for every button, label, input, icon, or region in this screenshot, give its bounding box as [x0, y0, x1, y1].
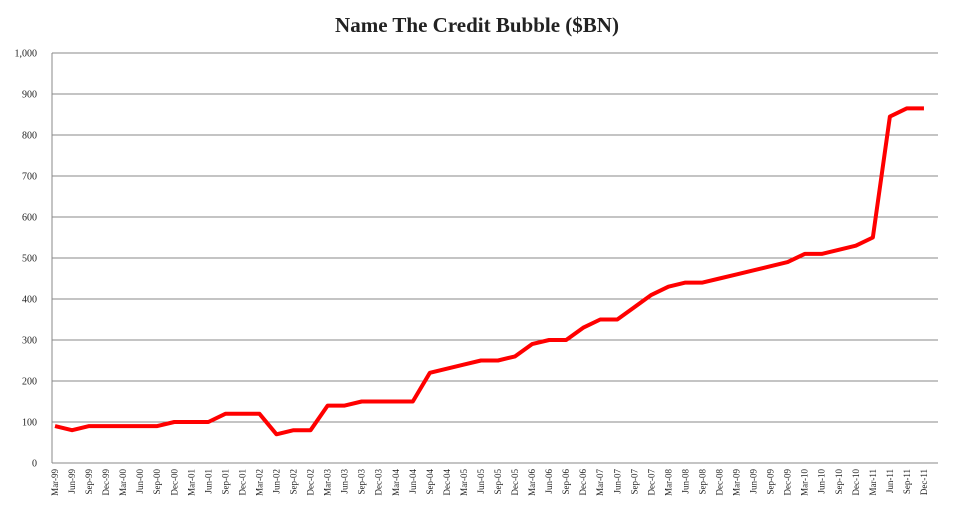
x-tick-label: Mar-06	[527, 469, 537, 496]
x-tick-label: Jun-05	[476, 469, 486, 494]
x-tick-label: Jun-11	[885, 469, 895, 493]
x-tick-label: Mar-11	[868, 469, 878, 495]
x-tick-label: Jun-09	[749, 469, 759, 494]
x-tick-label: Sep-06	[561, 469, 571, 495]
x-tick-label: Dec-11	[919, 469, 929, 495]
line-series	[54, 106, 924, 437]
y-tick-label: 500	[22, 254, 37, 265]
x-tick-label: Dec-09	[783, 469, 793, 496]
x-tick-label: Sep-02	[289, 469, 299, 495]
x-tick-label: Mar-00	[118, 469, 128, 496]
x-tick-label: Dec-10	[851, 469, 861, 496]
x-tick-label: Dec-00	[169, 469, 179, 496]
y-tick-label: 700	[22, 172, 37, 183]
x-tick-label: Sep-07	[629, 469, 639, 495]
x-tick-label: Dec-05	[510, 469, 520, 496]
y-tick-label: 100	[22, 418, 37, 429]
x-tick-label: Jun-03	[340, 469, 350, 494]
x-tick-label: Sep-11	[902, 469, 912, 494]
x-tick-label: Jun-10	[817, 469, 827, 494]
x-tick-label: Sep-00	[152, 469, 162, 495]
y-tick-label: 200	[22, 377, 37, 388]
x-tick-label: Jun-01	[203, 469, 213, 494]
x-tick-label: Mar-08	[663, 469, 673, 496]
y-tick-label: 0	[32, 459, 37, 470]
y-tick-label: 300	[22, 336, 37, 347]
x-tick-label: Dec-07	[646, 469, 656, 496]
x-tick-label: Mar-03	[323, 469, 333, 496]
x-tick-label: Jun-02	[272, 469, 282, 494]
x-tick-label: Dec-02	[306, 469, 316, 496]
x-tick-label: Sep-09	[766, 469, 776, 495]
x-tick-label: Mar-07	[595, 469, 605, 496]
chart-title: Name The Credit Bubble ($BN)	[335, 13, 619, 37]
x-tick-label: Mar-10	[800, 469, 810, 496]
x-tick-label: Dec-08	[715, 469, 725, 496]
x-tick-label: Sep-99	[84, 469, 94, 495]
x-tick-label: Sep-10	[834, 469, 844, 495]
x-tick-label: Mar-01	[186, 469, 196, 496]
x-tick-label: Mar-05	[459, 469, 469, 496]
x-tick-label: Mar-02	[254, 469, 264, 496]
x-tick-label: Dec-01	[237, 469, 247, 496]
x-tick-label: Mar-04	[391, 469, 401, 496]
x-tick-label: Mar-99	[50, 469, 60, 496]
x-tick-label: Dec-03	[374, 469, 384, 496]
x-tick-label: Dec-99	[101, 469, 111, 496]
x-tick-label: Jun-04	[408, 469, 418, 494]
y-tick-label: 800	[22, 131, 37, 142]
y-tick-label: 600	[22, 213, 37, 224]
x-tick-label: Dec-04	[442, 469, 452, 496]
x-tick-label: Jun-08	[680, 469, 690, 494]
x-tick-label: Jun-06	[544, 469, 554, 494]
x-tick-label: Jun-99	[67, 469, 77, 494]
y-tick-label: 400	[22, 295, 37, 306]
x-tick-label: Jun-00	[135, 469, 145, 494]
x-tick-label: Mar-09	[732, 469, 742, 496]
y-tick-label: 1,000	[15, 49, 38, 60]
x-tick-label: Sep-04	[425, 469, 435, 495]
y-tick-label: 900	[22, 90, 37, 101]
x-tick-label: Dec-06	[578, 469, 588, 496]
x-tick-label: Sep-03	[357, 469, 367, 495]
x-tick-label: Sep-08	[697, 469, 707, 495]
x-tick-label: Jun-07	[612, 469, 622, 494]
x-tick-label: Sep-01	[220, 469, 230, 495]
x-tick-label: Sep-05	[493, 469, 503, 495]
